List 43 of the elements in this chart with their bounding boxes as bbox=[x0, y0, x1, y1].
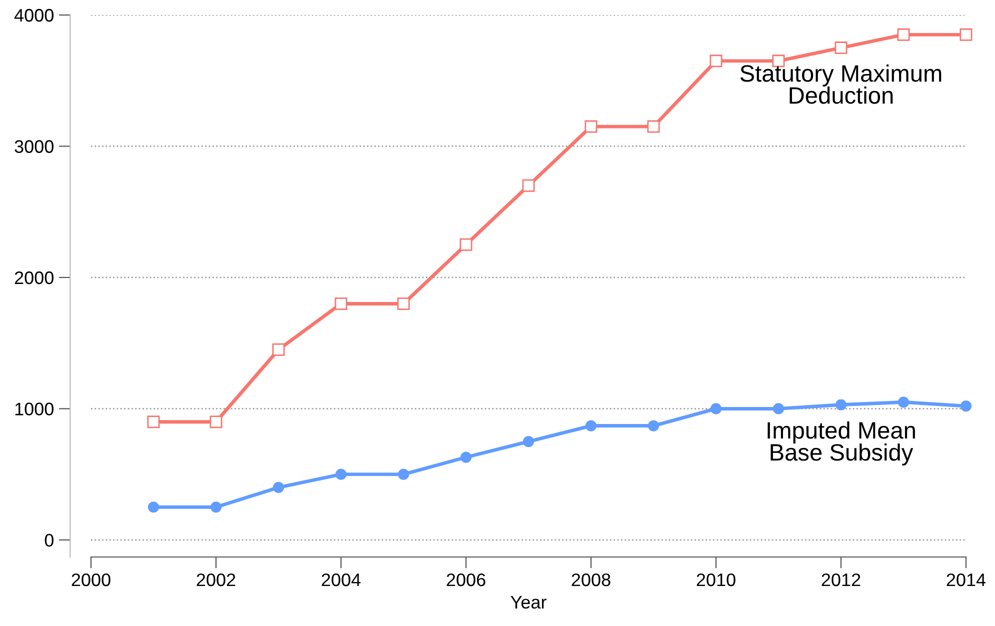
series-label: Imputed Mean Base Subsidy bbox=[768, 421, 915, 466]
point bbox=[835, 399, 847, 410]
y-tick-label: 4000 bbox=[14, 8, 54, 22]
point bbox=[960, 400, 972, 412]
y-tick-label: 3000 bbox=[14, 140, 54, 153]
point bbox=[148, 502, 160, 513]
point bbox=[272, 482, 284, 493]
point bbox=[584, 120, 598, 133]
point bbox=[272, 343, 285, 356]
x-axis-title: Year bbox=[510, 596, 546, 609]
point bbox=[460, 238, 472, 251]
point bbox=[398, 468, 410, 480]
point bbox=[834, 42, 848, 54]
y-tick-label: 0 bbox=[44, 534, 54, 547]
point bbox=[335, 468, 347, 480]
point bbox=[710, 54, 722, 68]
point bbox=[460, 452, 472, 463]
series-label: Statutory Maximum Deduction bbox=[740, 64, 942, 104]
point bbox=[897, 28, 910, 41]
point bbox=[647, 120, 660, 133]
point bbox=[960, 28, 972, 41]
point bbox=[772, 403, 784, 414]
point bbox=[397, 297, 410, 310]
point bbox=[522, 436, 534, 448]
x-tick-label: 2006 bbox=[446, 573, 486, 586]
point bbox=[522, 179, 535, 192]
point bbox=[210, 502, 222, 513]
point bbox=[710, 403, 722, 414]
point bbox=[147, 416, 160, 428]
x-tick-label: 2000 bbox=[72, 573, 110, 586]
point bbox=[898, 396, 910, 408]
point bbox=[585, 420, 597, 432]
x-tick-label: 2008 bbox=[572, 573, 610, 586]
point bbox=[334, 297, 348, 310]
x-tick-label: 2012 bbox=[822, 573, 860, 586]
point bbox=[648, 420, 660, 432]
x-tick-label: 2004 bbox=[322, 573, 361, 586]
x-tick-label: 2002 bbox=[196, 573, 236, 586]
x-tick-label: 2014 bbox=[946, 573, 986, 586]
x-tick-label: 2010 bbox=[696, 573, 736, 586]
point bbox=[210, 416, 222, 428]
y-tick-label: 1000 bbox=[15, 402, 54, 416]
y-tick-label: 2000 bbox=[14, 271, 54, 284]
